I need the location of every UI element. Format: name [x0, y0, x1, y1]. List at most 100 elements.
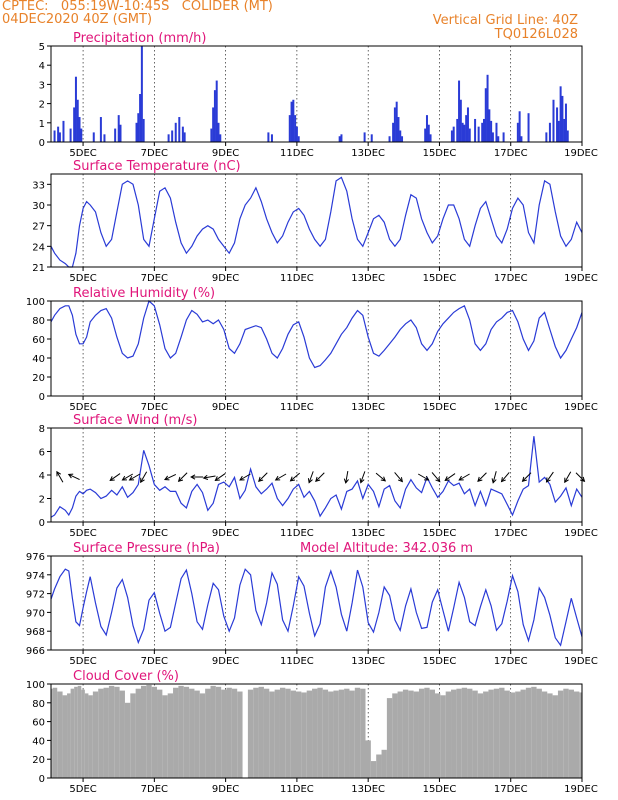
p1-y-tick-label: 4	[39, 61, 45, 72]
p1-bar	[552, 99, 555, 142]
p1-bar	[288, 115, 291, 142]
wind-arrow-shaft	[258, 472, 268, 482]
p6-x-tick-label: 5DEC	[69, 784, 96, 795]
p2-y-tick-label: 24	[32, 242, 45, 253]
p6-cloud-bar	[269, 691, 275, 778]
p1-bar	[491, 132, 494, 142]
wind-arrow-head	[477, 476, 483, 482]
p6-cloud-bar	[226, 687, 232, 778]
p5-series-line	[50, 568, 583, 647]
p6-cloud-bar	[237, 691, 243, 778]
p6-cloud-bar	[52, 687, 58, 778]
wind-arrow-head	[424, 475, 430, 481]
p1-bar	[456, 118, 459, 142]
p6-cloud-bar	[194, 690, 200, 778]
p1-bar	[103, 134, 106, 142]
p6-cloud-bar	[70, 688, 75, 778]
p6-y-tick-label: 100	[26, 680, 45, 691]
p4-x-tick-label: 7DEC	[141, 528, 168, 539]
p1-y-tick-label: 5	[39, 42, 45, 53]
p6-cloud-bar	[338, 689, 345, 778]
p1-bar	[292, 99, 295, 142]
p6-cloud-bar	[221, 689, 227, 778]
p1-bar	[477, 126, 480, 142]
p1-bar	[474, 118, 477, 142]
p1-bar	[424, 128, 427, 142]
wind-arrow-head	[128, 475, 135, 481]
p6-y-tick-label: 20	[32, 755, 45, 766]
p3-y-tick-label: 100	[26, 297, 45, 308]
p1-bar	[497, 136, 500, 142]
p1-bar	[338, 136, 341, 142]
p1-bar	[62, 120, 65, 142]
wind-arrow-shaft	[315, 472, 325, 482]
p6-cloud-bar	[62, 695, 68, 778]
p6-cloud-bar	[140, 685, 147, 778]
p6-cloud-bar	[162, 695, 168, 778]
p6-cloud-bar	[157, 689, 163, 778]
p6-cloud-bar	[354, 687, 361, 778]
p6-cloud-bar	[306, 690, 313, 778]
p1-y-tick-label: 3	[39, 80, 45, 91]
p6-cloud-bar	[301, 692, 307, 778]
p1-bar	[425, 115, 428, 142]
wind-arrow-head	[274, 475, 281, 481]
p5-x-tick-label: 5DEC	[69, 656, 96, 667]
wind-arrow-shaft	[492, 471, 497, 483]
p1-bar	[99, 117, 102, 142]
p2-title: Surface Temperature (nC)	[73, 159, 241, 174]
p3-x-tick-label: 17DEC	[494, 402, 528, 413]
p6-cloud-bar	[392, 693, 398, 778]
wind-arrow-head	[545, 477, 551, 483]
p1-bar	[518, 111, 521, 142]
p6-cloud-bar	[98, 688, 104, 778]
p5-y-tick-label: 972	[26, 590, 45, 601]
p6-y-tick-label: 0	[39, 774, 45, 785]
p1-bar	[181, 126, 184, 142]
wind-arrow-shaft	[215, 473, 226, 481]
wind-arrow-shaft	[375, 472, 386, 482]
p6-cloud-bar	[258, 686, 264, 778]
p3-x-tick-label: 5DEC	[69, 402, 96, 413]
p6-cloud-bar	[376, 754, 382, 778]
p1-bar	[174, 122, 177, 142]
p6-cloud-bar	[178, 685, 184, 778]
p1-bar	[490, 120, 493, 142]
p1-bar	[458, 80, 461, 142]
p1-bar	[561, 95, 564, 142]
p6-frame	[50, 683, 583, 779]
p1-y-tick-label: 1	[39, 119, 45, 130]
p1-bar	[564, 103, 567, 142]
p6-cloud-bar	[114, 686, 120, 778]
p6-cloud-bar	[274, 689, 280, 778]
p4-x-tick-label: 11DEC	[280, 528, 314, 539]
p6-cloud-bar	[349, 690, 355, 778]
p6-cloud-bar	[173, 687, 179, 778]
p1-bar	[482, 118, 485, 142]
p1-bar	[461, 122, 464, 142]
p6-cloud-bar	[67, 693, 71, 778]
p1-bar	[73, 107, 76, 142]
wind-arrow-head	[397, 477, 403, 483]
p3-y-tick-label: 60	[32, 335, 45, 346]
p6-cloud-bar	[263, 688, 270, 778]
p1-bar	[178, 117, 181, 142]
p1-bar	[527, 113, 530, 142]
p2-x-tick-label: 17DEC	[494, 273, 528, 284]
p3-y-tick-label: 20	[32, 373, 45, 384]
p6-x-tick-label: 15DEC	[423, 784, 457, 795]
p2-y-tick-label: 33	[32, 180, 45, 191]
p6-title: Cloud Cover (%)	[73, 669, 179, 684]
p1-bar	[484, 88, 487, 142]
p3-title: Relative Humidity (%)	[73, 286, 215, 301]
p1-bar	[213, 90, 216, 142]
p6-cloud-bar	[81, 689, 85, 778]
p2-y-tick-label: 27	[32, 222, 45, 233]
p3-y-tick-label: 0	[39, 392, 45, 403]
p1-x-tick-label: 13DEC	[351, 148, 385, 159]
p6-cloud-bar	[344, 688, 350, 778]
p6-cloud-bar	[483, 691, 489, 778]
p1-bar	[452, 126, 455, 142]
p6-x-tick-label: 19DEC	[564, 784, 598, 795]
p6-cloud-bar	[493, 688, 500, 778]
